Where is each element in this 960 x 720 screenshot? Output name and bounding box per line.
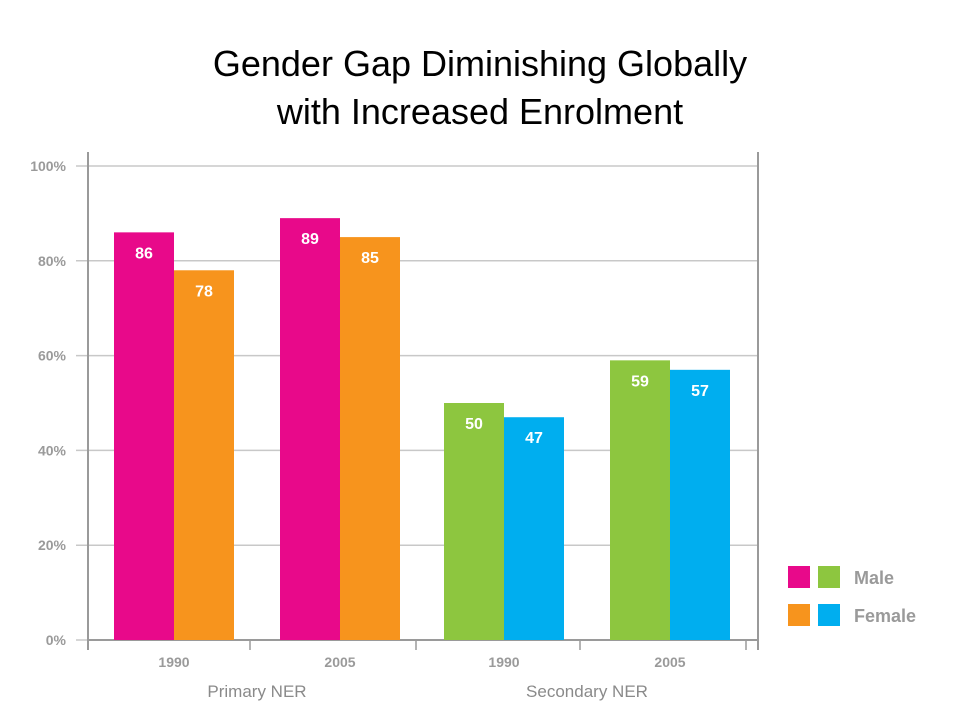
legend-label: Female <box>854 606 916 626</box>
x-group-label: Primary NER <box>207 682 306 701</box>
chart-title-line-2: with Increased Enrolment <box>276 91 684 132</box>
bar-male <box>114 232 174 641</box>
y-tick-label: 40% <box>38 442 67 458</box>
y-tick-label: 100% <box>30 158 66 174</box>
bar-male <box>280 218 340 640</box>
chart-title-line-1: Gender Gap Diminishing Globally <box>212 43 748 84</box>
data-labels: 86 78 89 85 50 47 59 57 <box>135 231 709 447</box>
bar-female <box>340 237 400 640</box>
x-category-label: 2005 <box>324 654 355 670</box>
legend-label: Male <box>854 568 894 588</box>
bar-male <box>610 360 670 640</box>
y-tick-label: 80% <box>38 253 67 269</box>
x-category-label: 2005 <box>654 654 685 670</box>
data-label-female: 57 <box>691 383 709 400</box>
y-tick-label: 0% <box>46 632 67 648</box>
x-axis-labels: 1990 2005 Primary NER 1990 2005 Secondary NER <box>158 640 747 701</box>
bar-male <box>444 403 504 640</box>
bar-female <box>670 369 730 640</box>
data-label-male: 59 <box>631 373 649 390</box>
data-label-female: 78 <box>195 283 213 300</box>
data-label-male: 86 <box>135 245 153 262</box>
y-tick-label: 60% <box>38 348 67 364</box>
legend: Male Female <box>788 566 916 626</box>
bars <box>114 218 730 641</box>
x-category-label: 1990 <box>158 654 189 670</box>
bar-female <box>504 417 564 640</box>
legend-swatch <box>788 604 810 626</box>
data-label-male: 89 <box>301 231 319 248</box>
legend-swatch <box>788 566 810 588</box>
data-label-female: 85 <box>361 250 379 267</box>
data-label-male: 50 <box>465 416 483 433</box>
chart-title: Gender Gap Diminishing Globally with Inc… <box>0 40 960 136</box>
legend-swatch <box>818 604 840 626</box>
bar-female <box>174 270 234 640</box>
x-category-label: 1990 <box>488 654 519 670</box>
y-tick-label: 20% <box>38 537 67 553</box>
x-group-label: Secondary NER <box>526 682 648 701</box>
data-label-female: 47 <box>525 430 543 447</box>
legend-swatch <box>818 566 840 588</box>
